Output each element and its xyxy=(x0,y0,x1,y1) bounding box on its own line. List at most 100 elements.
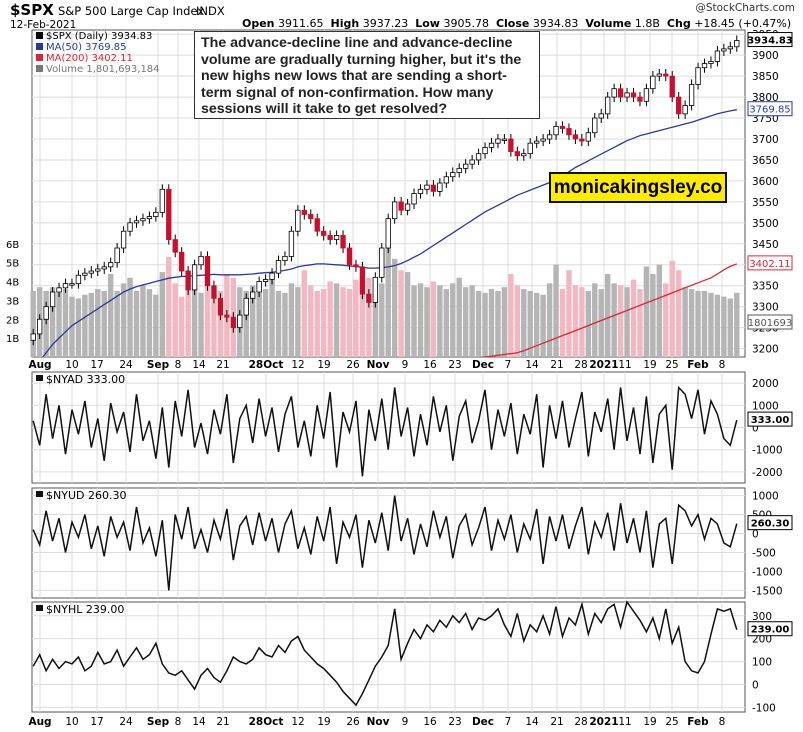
candle-body xyxy=(714,50,721,62)
x-axis-label: 9 xyxy=(402,359,409,371)
candle-body xyxy=(314,218,320,232)
candle-body xyxy=(701,63,708,69)
candle-body xyxy=(75,274,82,285)
candle-body xyxy=(185,270,191,291)
volume-bar xyxy=(650,273,656,357)
volume-bar xyxy=(217,290,224,357)
volume-bar xyxy=(579,287,585,357)
candle-body xyxy=(288,230,295,257)
volume-bar xyxy=(456,277,462,357)
indicator-line-nyhl xyxy=(32,600,738,707)
legend-item: MA(200) 3402.11 xyxy=(46,53,133,64)
tick-label-nyud: 0 xyxy=(752,529,759,541)
candle-body xyxy=(262,279,269,282)
volume-bar xyxy=(521,289,527,357)
candle-body xyxy=(559,126,566,129)
candle-body xyxy=(372,276,378,303)
x-axis-label-bottom: 10 xyxy=(65,716,78,728)
candle-body xyxy=(385,218,391,249)
volume-bar xyxy=(469,285,475,357)
candle-body xyxy=(172,239,178,253)
x-axis-label: 8 xyxy=(175,359,182,371)
volume-bar xyxy=(553,264,559,357)
volume-bar xyxy=(133,290,140,357)
candle-body xyxy=(275,260,282,274)
price-tick-label: 3300 xyxy=(752,302,779,314)
candle-body xyxy=(514,151,520,157)
candle-body xyxy=(250,291,256,299)
x-axis-label: 12 xyxy=(291,359,304,371)
tick-label-nyhl: 0 xyxy=(752,680,759,692)
indicator-tag-nyud: 260.30 xyxy=(751,519,790,530)
volume-bar xyxy=(127,277,133,357)
volume-bar xyxy=(314,290,320,357)
chg-label: Chg xyxy=(666,17,691,30)
volume-bar xyxy=(385,245,391,357)
candle-body xyxy=(159,188,165,213)
candle-body xyxy=(43,306,49,320)
tick-label-nyad: 0 xyxy=(752,423,759,435)
volume-bar xyxy=(598,289,604,357)
price-tick-label: 3650 xyxy=(752,155,779,167)
legend-swatch xyxy=(36,65,43,72)
candle-body xyxy=(282,255,288,261)
volume-bar xyxy=(424,287,430,357)
volume-bar xyxy=(82,294,88,357)
candle-body xyxy=(366,293,372,303)
candle-body xyxy=(508,138,514,152)
candle-body xyxy=(30,333,36,341)
x-axis-label: 17 xyxy=(90,359,103,371)
volume-bar xyxy=(75,298,82,357)
candle-body xyxy=(734,40,740,48)
x-axis-label-bottom: 19 xyxy=(643,716,656,728)
volume-bar xyxy=(637,289,643,357)
last-price-tag-box xyxy=(747,32,793,48)
ticker-symbol: $SPX xyxy=(10,1,54,19)
x-axis-label: 16 xyxy=(423,359,437,371)
candle-body xyxy=(417,188,424,194)
candle-body xyxy=(346,247,353,266)
volume-tick-label: 6B xyxy=(6,240,19,251)
volume-bar xyxy=(701,290,708,357)
volume-bar xyxy=(282,292,288,357)
index-name: S&P 500 Large Cap Index xyxy=(58,4,205,18)
volume-bar xyxy=(546,283,553,357)
price-tick-label: 3350 xyxy=(752,281,779,293)
volume-bar xyxy=(320,289,327,357)
indicator-swatch-nyud xyxy=(36,491,43,497)
candle-body xyxy=(256,281,262,293)
candle-body xyxy=(630,92,637,98)
indicator-label-nyhl: $NYHL 239.00 xyxy=(46,603,124,616)
volume-bar xyxy=(688,289,695,357)
candle-body xyxy=(534,140,540,144)
x-axis-label: 23 xyxy=(448,359,461,371)
candle-body xyxy=(708,61,714,64)
x-axis-label: Sep xyxy=(147,359,170,371)
candle-body xyxy=(682,105,688,115)
candle-body xyxy=(392,201,398,220)
legend-item: Volume 1,801,693,184 xyxy=(46,64,160,75)
x-axis-label: Nov xyxy=(367,359,390,371)
volume-bar xyxy=(714,294,721,357)
x-axis-label: 24 xyxy=(119,359,133,371)
x-axis-label: 2021 xyxy=(589,359,618,371)
volume-bar xyxy=(604,273,611,357)
volume-bar xyxy=(366,277,372,357)
indicator-line-nyad xyxy=(32,385,738,477)
candle-body xyxy=(521,153,527,157)
indicator-label-nyud: $NYUD 260.30 xyxy=(46,489,126,502)
volume-bar xyxy=(249,285,256,357)
volume-bar xyxy=(101,290,107,357)
open-value: 3911.65 xyxy=(278,17,324,30)
volume-tag-box xyxy=(747,314,793,330)
legend-swatch xyxy=(36,54,43,61)
volume-bar xyxy=(211,289,217,357)
candle-body xyxy=(572,134,579,140)
candle-body xyxy=(133,220,140,224)
volume-bar xyxy=(178,296,185,357)
x-axis-label: 14 xyxy=(192,359,206,371)
volume-bar xyxy=(630,279,637,357)
volume-bar xyxy=(308,285,314,357)
x-axis-label: 26 xyxy=(346,359,360,371)
volume-bar xyxy=(198,292,204,357)
